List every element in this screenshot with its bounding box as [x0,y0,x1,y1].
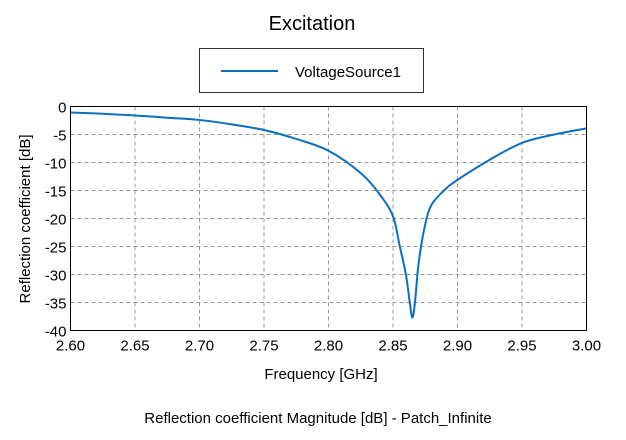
x-tick-labels: 2.60 2.65 2.70 2.75 2.80 2.85 2.90 2.95 3.00 [56,338,601,355]
y-tick-label: -20 [45,212,67,229]
series-line-voltagesource1 [70,111,587,319]
y-tick-label: -5 [53,128,66,145]
x-tick-label: 2.85 [378,338,407,355]
chart-title: Excitation [269,13,356,35]
x-tick-label: 2.80 [314,338,343,355]
legend: VoltageSource1 [199,48,424,93]
chart-caption: Reflection coefficient Magnitude [dB] - … [144,410,491,427]
x-tick-label: 2.95 [507,338,536,355]
x-tick-label: 2.65 [120,338,149,355]
y-tick-label: -25 [45,240,67,257]
y-tick-label: 0 [58,100,66,117]
plot-frame [70,106,587,331]
x-tick-label: 2.90 [443,338,472,355]
grid [70,106,587,331]
x-tick-label: 2.60 [56,338,85,355]
y-tick-label: -35 [45,296,67,313]
y-tick-labels: 0 -5 -10 -15 -20 -25 -30 -35 -40 [45,100,67,341]
y-tick-label: -40 [45,324,67,341]
x-axis-label: Frequency [GHz] [264,366,377,383]
x-tick-label: 3.00 [572,338,601,355]
y-axis-label: Reflection coefficient [dB] [17,135,34,304]
x-tick-label: 2.70 [185,338,214,355]
x-tick-label: 2.75 [249,338,278,355]
y-tick-label: -15 [45,184,67,201]
y-tick-label: -30 [45,268,67,285]
legend-label: VoltageSource1 [295,64,401,81]
y-tick-label: -10 [45,156,67,173]
